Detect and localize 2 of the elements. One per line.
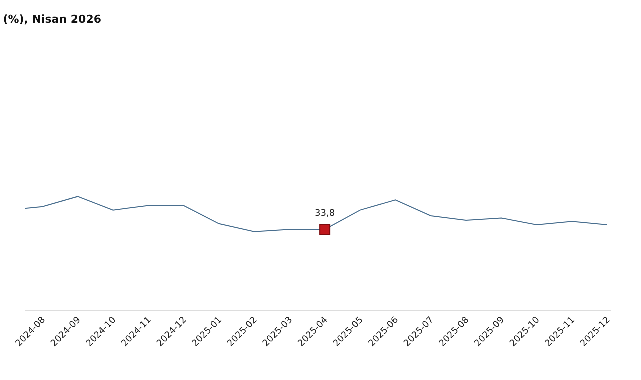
chart-title: (%), Nisan 2026 bbox=[3, 12, 102, 26]
annotation: 33,8 bbox=[315, 209, 336, 219]
